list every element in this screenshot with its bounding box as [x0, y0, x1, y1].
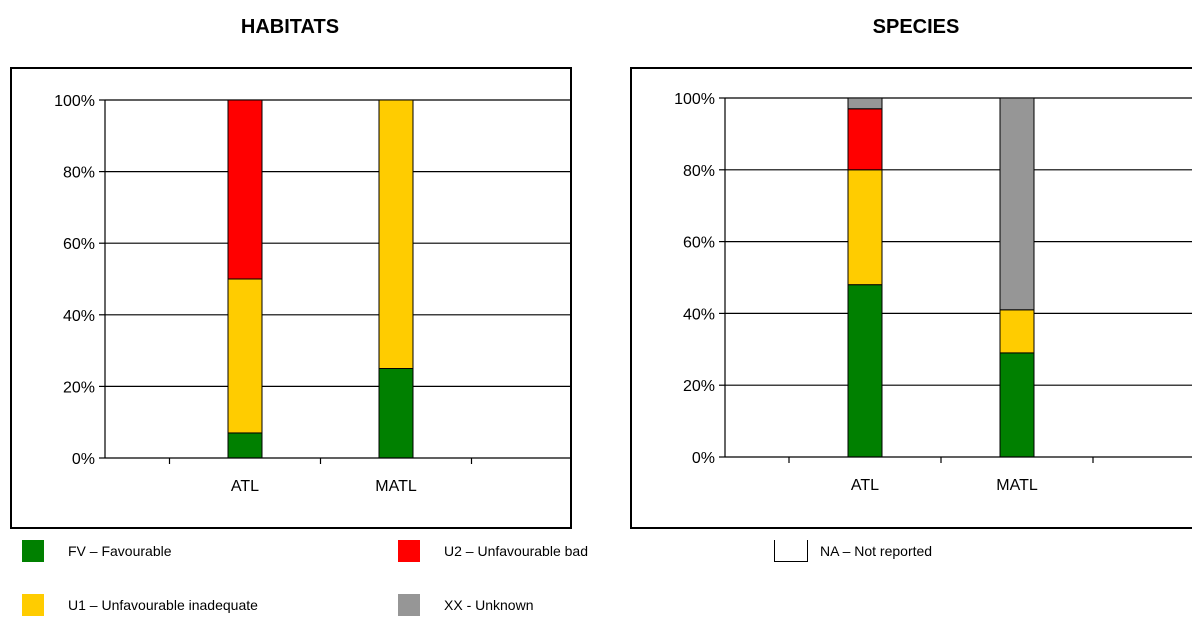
legend-label: FV – Favourable [68, 543, 172, 559]
y-tick-label: 100% [54, 93, 95, 110]
legend-item-xx: XX - Unknown [398, 593, 533, 617]
x-category-label: ATL [851, 477, 879, 494]
legend-swatch [774, 540, 808, 562]
bar-xx-atl [847, 97, 883, 110]
bar-fv-matl [378, 368, 414, 459]
bar-u1-matl [999, 309, 1035, 354]
y-tick-label: 80% [63, 165, 95, 182]
y-tick-label: 80% [683, 163, 715, 180]
bar-u2-atl [847, 108, 883, 171]
legend-label: U1 – Unfavourable inadequate [68, 597, 258, 613]
y-tick-label: 60% [683, 235, 715, 252]
legend-item-na: NA – Not reported [774, 539, 932, 563]
chart-0: HABITATS 0% 20% 40% 60% 80% 100% ATL MATL [10, 16, 572, 529]
x-category-label: MATL [375, 478, 417, 495]
chart-frame [630, 67, 1192, 529]
chart-title: SPECIES [873, 16, 960, 38]
x-category-label: ATL [231, 478, 259, 495]
legend-label: XX - Unknown [444, 597, 534, 613]
legend-swatch [22, 540, 44, 562]
chart-frame [10, 67, 572, 529]
y-tick-label: 40% [63, 308, 95, 325]
legend-swatch [398, 540, 420, 562]
chart-title: HABITATS [241, 16, 339, 38]
y-tick-label: 0% [72, 451, 95, 468]
y-tick-label: 0% [692, 450, 715, 467]
legend-swatch [22, 594, 44, 616]
legend-swatch [398, 594, 420, 616]
y-tick-label: 100% [674, 91, 715, 108]
bar-fv-matl [999, 352, 1035, 458]
x-category-label: MATL [996, 477, 1038, 494]
bar-u1-atl [227, 278, 263, 434]
legend-label: U2 – Unfavourable bad [444, 543, 588, 559]
bar-fv-atl [227, 432, 263, 459]
bar-u1-matl [378, 99, 414, 369]
bar-xx-matl [999, 97, 1035, 311]
y-tick-label: 20% [63, 379, 95, 396]
bar-fv-atl [847, 284, 883, 458]
legend-label: NA – Not reported [820, 543, 933, 559]
legend-item-u1: U1 – Unfavourable inadequate [22, 593, 258, 617]
bar-u2-atl [227, 99, 263, 280]
legend-item-fv: FV – Favourable [22, 539, 172, 563]
y-tick-label: 40% [683, 306, 715, 323]
chart-1: SPECIES 0% 20% 40% 60% 80% 100% ATL MATL [630, 16, 1192, 529]
y-tick-label: 20% [683, 378, 715, 395]
bar-u1-atl [847, 169, 883, 286]
legend-item-u2: U2 – Unfavourable bad [398, 539, 588, 563]
y-tick-label: 60% [63, 236, 95, 253]
